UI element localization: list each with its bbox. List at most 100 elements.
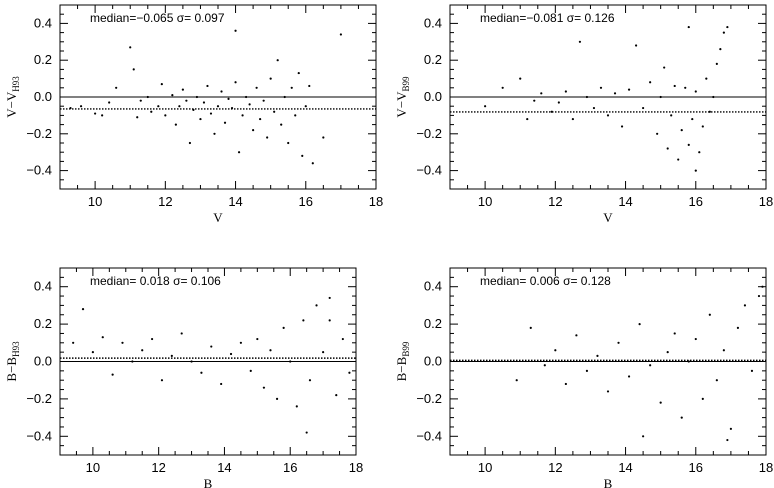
data-point [72, 341, 75, 344]
data-point [578, 40, 582, 43]
data-point [190, 360, 193, 363]
data-point [515, 379, 518, 382]
data-point [705, 77, 708, 80]
data-point [136, 116, 139, 119]
data-point [743, 304, 747, 307]
data-point [164, 114, 167, 117]
y-axis-label: V−VB99 [394, 76, 411, 118]
data-point [223, 121, 227, 124]
x-tick-label: 10 [478, 194, 492, 209]
data-point [210, 345, 213, 348]
data-point [304, 105, 307, 108]
data-point [328, 319, 331, 322]
data-point [146, 95, 149, 99]
data-point [642, 435, 645, 438]
data-point [649, 81, 652, 84]
data-point [613, 92, 617, 95]
data-point [666, 351, 669, 354]
data-point [185, 99, 188, 102]
data-point [171, 94, 174, 97]
y-tick-label: −0.4 [416, 163, 442, 178]
x-tick-label: 10 [478, 460, 492, 475]
data-point [178, 105, 181, 108]
data-point [575, 334, 578, 337]
data-point [715, 379, 718, 382]
data-point [673, 84, 676, 88]
data-point [687, 143, 690, 146]
x-tick-label: 18 [759, 460, 773, 475]
x-tick-label: 12 [158, 194, 172, 209]
data-point [294, 114, 297, 117]
data-point [722, 349, 725, 352]
y-tick-label: 0.2 [34, 316, 52, 331]
data-point [687, 360, 690, 363]
data-point [680, 416, 683, 419]
data-point [139, 99, 142, 102]
data-point [691, 117, 694, 121]
data-point [726, 438, 729, 442]
data-point [649, 364, 652, 367]
data-point [708, 313, 711, 316]
data-point [596, 354, 599, 357]
data-point [687, 25, 690, 29]
x-tick-label: 18 [759, 194, 773, 209]
data-point [698, 151, 701, 154]
data-point [262, 99, 265, 102]
data-point [188, 141, 192, 145]
data-point [239, 341, 242, 344]
x-tick-label: 12 [548, 460, 562, 475]
x-axis-label: V [603, 210, 613, 225]
data-point [181, 88, 184, 91]
data-point [557, 101, 560, 104]
panel-v-h93: 10 12 14 16 18 −0.4 −0.2 0.0 0.2 0.4 V V−VH93 median… [4, 4, 383, 225]
data-point [297, 71, 300, 75]
data-point [273, 110, 276, 113]
data-point [192, 108, 195, 111]
y-tick-label: −0.2 [26, 126, 52, 141]
y-axis-label: V−VH93 [4, 76, 21, 118]
data-point [715, 62, 718, 65]
x-tick-label: 14 [217, 460, 231, 475]
data-point [111, 373, 114, 376]
data-point [736, 326, 740, 329]
data-point [237, 151, 241, 154]
data-point [550, 110, 553, 113]
data-point [712, 95, 715, 99]
data-point [339, 33, 342, 36]
data-point [540, 92, 543, 95]
x-tick-label: 14 [618, 194, 632, 209]
data-point [209, 112, 213, 115]
data-point [141, 349, 144, 352]
data-point [701, 397, 704, 400]
data-point [150, 110, 153, 113]
data-point [256, 337, 259, 341]
data-point [121, 341, 124, 344]
data-point [761, 285, 764, 288]
x-tick-label: 14 [618, 460, 632, 475]
x-tick-label: 16 [689, 460, 703, 475]
data-point [311, 162, 314, 165]
data-point [694, 90, 697, 93]
panel-b-h93: 10 12 14 16 18 −0.4 −0.2 0.0 0.2 0.4 B B−BH93 median… [4, 267, 363, 488]
data-point [564, 90, 567, 93]
data-point [244, 95, 248, 99]
x-tick-label: 12 [548, 194, 562, 209]
y-tick-label: 0.0 [424, 354, 442, 369]
data-point [108, 101, 111, 104]
data-point [227, 97, 230, 100]
data-point [701, 125, 704, 128]
data-point [322, 136, 325, 139]
data-point [79, 105, 83, 108]
x-tick-label: 16 [689, 194, 703, 209]
data-point [287, 141, 290, 145]
data-point [170, 354, 173, 357]
y-tick-label: 0.0 [34, 89, 52, 104]
data-point [627, 375, 631, 378]
data-point [501, 86, 504, 89]
data-point [529, 326, 532, 329]
data-point [289, 360, 292, 363]
data-point [259, 117, 262, 121]
data-point [129, 46, 132, 49]
data-point [295, 405, 298, 408]
